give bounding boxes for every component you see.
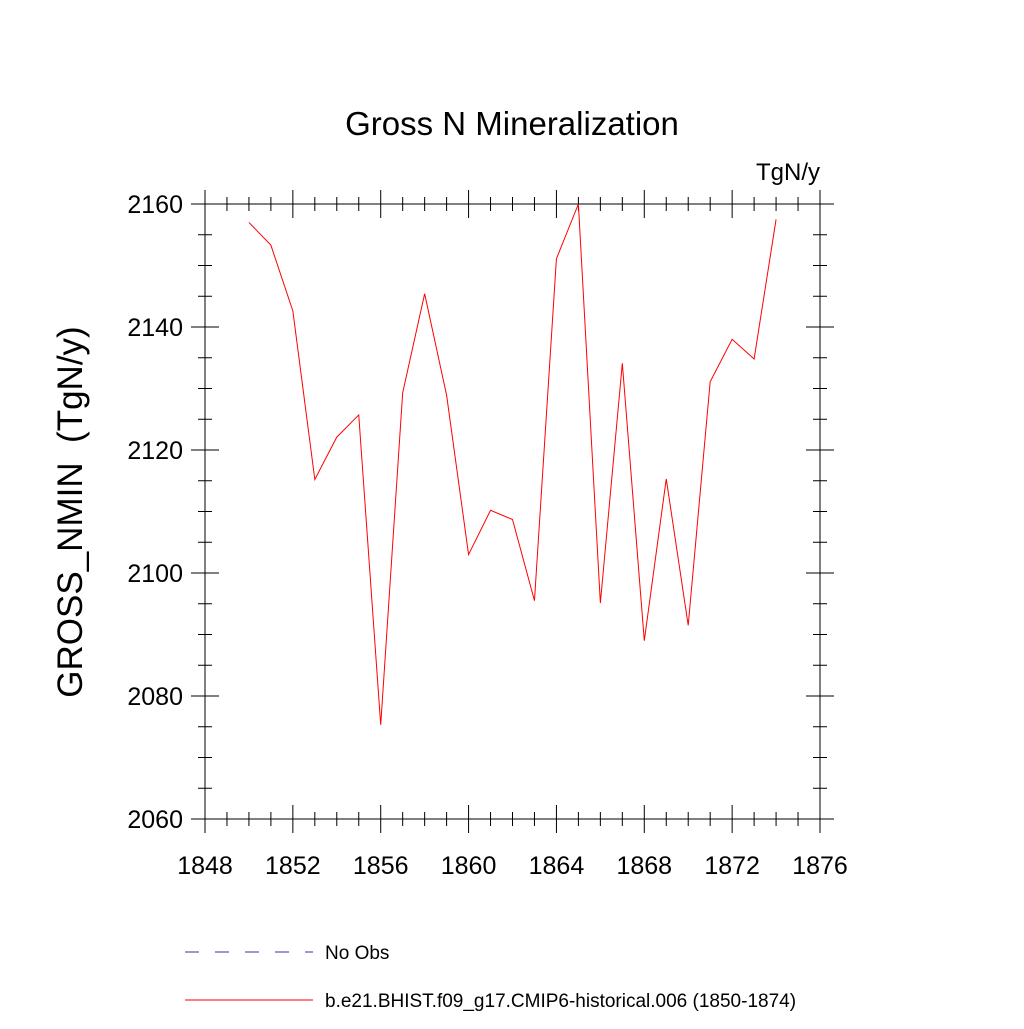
- series-layer: [248, 203, 777, 725]
- x-tick-label: 1872: [704, 852, 760, 880]
- y-tick-label: 2100: [127, 560, 183, 588]
- x-tick-label: 1876: [792, 852, 848, 880]
- y-tick-label: 2160: [127, 191, 183, 219]
- x-axis-ticks: 1848 1852 1856 1860 1864 1868 1872 1876: [177, 190, 848, 880]
- plot-frame: [204, 203, 821, 820]
- legend-label: No Obs: [325, 943, 389, 964]
- y-axis-ticks: 2060 2080 2100 2120 2140 2160: [127, 191, 834, 834]
- units-label: TgN/y: [756, 159, 820, 186]
- legend: No Obs b.e21.BHIST.f09_g17.CMIP6-historic…: [185, 943, 796, 1012]
- x-tick-label: 1852: [265, 852, 321, 880]
- x-tick-label: 1860: [441, 852, 497, 880]
- y-tick-label: 2140: [127, 314, 183, 342]
- y-tick-label: 2080: [127, 683, 183, 711]
- x-tick-label: 1868: [616, 852, 672, 880]
- x-tick-label: 1864: [529, 852, 585, 880]
- y-axis-label: GROSS_NMIN (TgN/y): [51, 326, 90, 697]
- series-line: [248, 203, 777, 725]
- x-tick-label: 1856: [353, 852, 409, 880]
- plot-border: [204, 203, 821, 820]
- x-tick-label: 1848: [177, 852, 233, 880]
- y-tick-label: 2120: [127, 437, 183, 465]
- y-tick-label: 2060: [127, 806, 183, 834]
- legend-label: b.e21.BHIST.f09_g17.CMIP6-historical.006…: [325, 991, 796, 1012]
- chart-title: Gross N Mineralization: [345, 105, 679, 142]
